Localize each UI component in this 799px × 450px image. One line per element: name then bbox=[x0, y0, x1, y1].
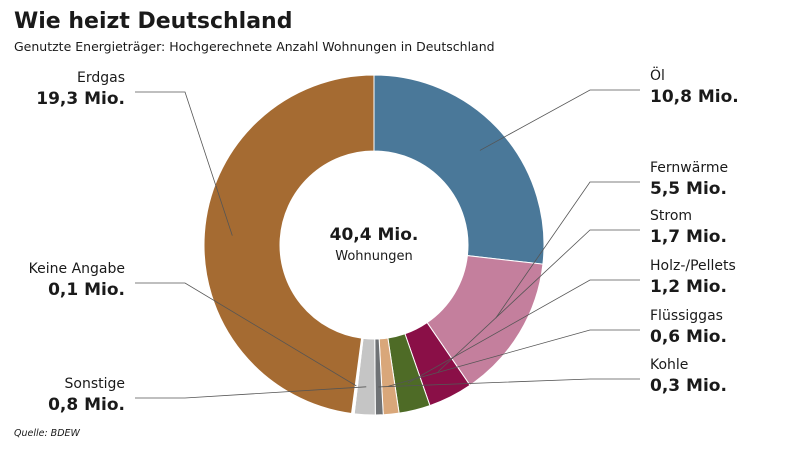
slice-label: Flüssiggas bbox=[650, 308, 723, 324]
slice-value-label: 10,8 Mio. bbox=[650, 87, 739, 107]
slice-value-label: 5,5 Mio. bbox=[650, 179, 727, 199]
chart-subtitle: Genutzte Energieträger: Hochgerechnete A… bbox=[14, 39, 495, 54]
leader-line bbox=[388, 329, 640, 387]
chart-title: Wie heizt Deutschland bbox=[14, 9, 292, 34]
slice-value-label: 0,1 Mio. bbox=[48, 280, 125, 300]
center-sublabel: Wohnungen bbox=[335, 249, 413, 264]
slice-value-label: 0,8 Mio. bbox=[48, 395, 125, 415]
leader-line bbox=[378, 378, 640, 388]
leader-line bbox=[437, 229, 640, 373]
slice-value-label: 1,2 Mio. bbox=[650, 277, 727, 297]
source: Quelle: BDEW bbox=[14, 428, 81, 439]
slice-label: Erdgas bbox=[77, 70, 125, 86]
slice-label: Kohle bbox=[650, 357, 688, 373]
slice-label: Holz-/Pellets bbox=[650, 258, 736, 274]
slice-value-label: 19,3 Mio. bbox=[36, 89, 125, 109]
leader-line bbox=[135, 282, 357, 387]
slice-value-label: 1,7 Mio. bbox=[650, 227, 727, 247]
donut-slice bbox=[203, 74, 375, 415]
slice-label: Keine Angabe bbox=[29, 261, 125, 277]
leader-line bbox=[479, 89, 640, 151]
slice-label: Sonstige bbox=[65, 376, 126, 392]
leader-line bbox=[135, 386, 367, 399]
slice-label: Strom bbox=[650, 208, 692, 224]
leader-line bbox=[495, 181, 640, 319]
leader-line bbox=[135, 91, 233, 236]
slice-label: Fernwärme bbox=[650, 160, 728, 176]
center-label: 40,4 Mio. bbox=[330, 225, 419, 245]
leader-line bbox=[407, 279, 640, 384]
slice-value-label: 0,3 Mio. bbox=[650, 376, 727, 396]
slice-value-label: 0,6 Mio. bbox=[650, 327, 727, 347]
slice-label: Öl bbox=[650, 66, 665, 84]
